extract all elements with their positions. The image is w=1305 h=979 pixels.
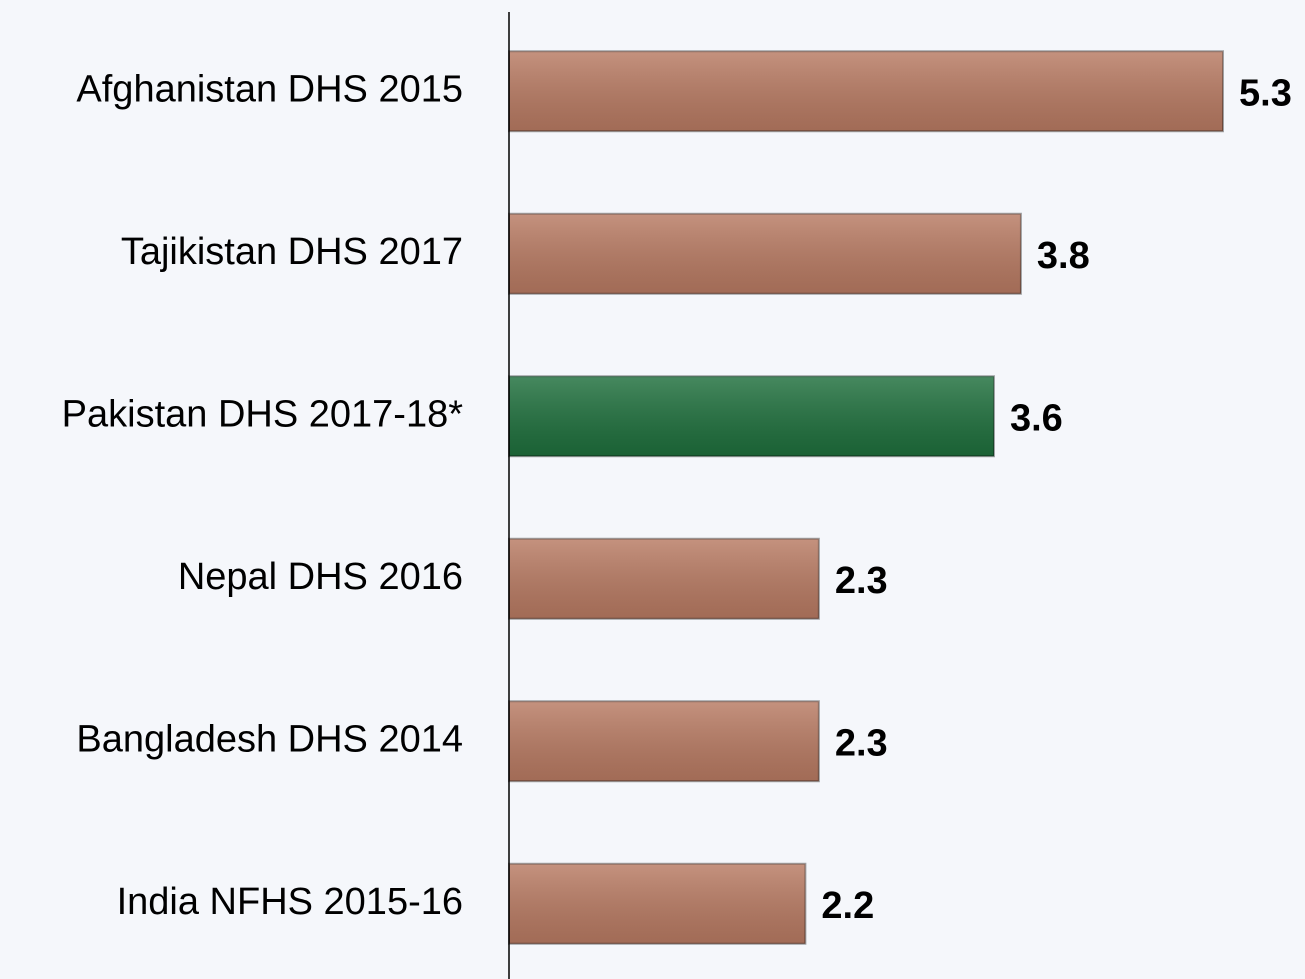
- bar-shade: [509, 376, 994, 457]
- category-label: Tajikistan DHS 2017: [121, 231, 463, 273]
- value-label: 2.3: [835, 560, 888, 602]
- category-label: Pakistan DHS 2017-18*: [62, 393, 464, 435]
- value-label: 2.2: [821, 885, 874, 927]
- category-label: India NFHS 2015-16: [117, 881, 463, 923]
- value-label: 2.3: [835, 722, 888, 764]
- bar-shade: [509, 213, 1021, 294]
- bar-shade: [509, 701, 819, 782]
- category-label: Nepal DHS 2016: [178, 556, 463, 598]
- bar-shade: [509, 863, 806, 944]
- category-label: Bangladesh DHS 2014: [76, 718, 463, 760]
- bar-shade: [509, 51, 1223, 132]
- bar-shade: [509, 538, 819, 619]
- value-label: 3.8: [1037, 235, 1090, 277]
- value-label: 5.3: [1239, 72, 1292, 114]
- value-label: 3.6: [1010, 397, 1063, 439]
- category-label: Afghanistan DHS 2015: [76, 68, 463, 110]
